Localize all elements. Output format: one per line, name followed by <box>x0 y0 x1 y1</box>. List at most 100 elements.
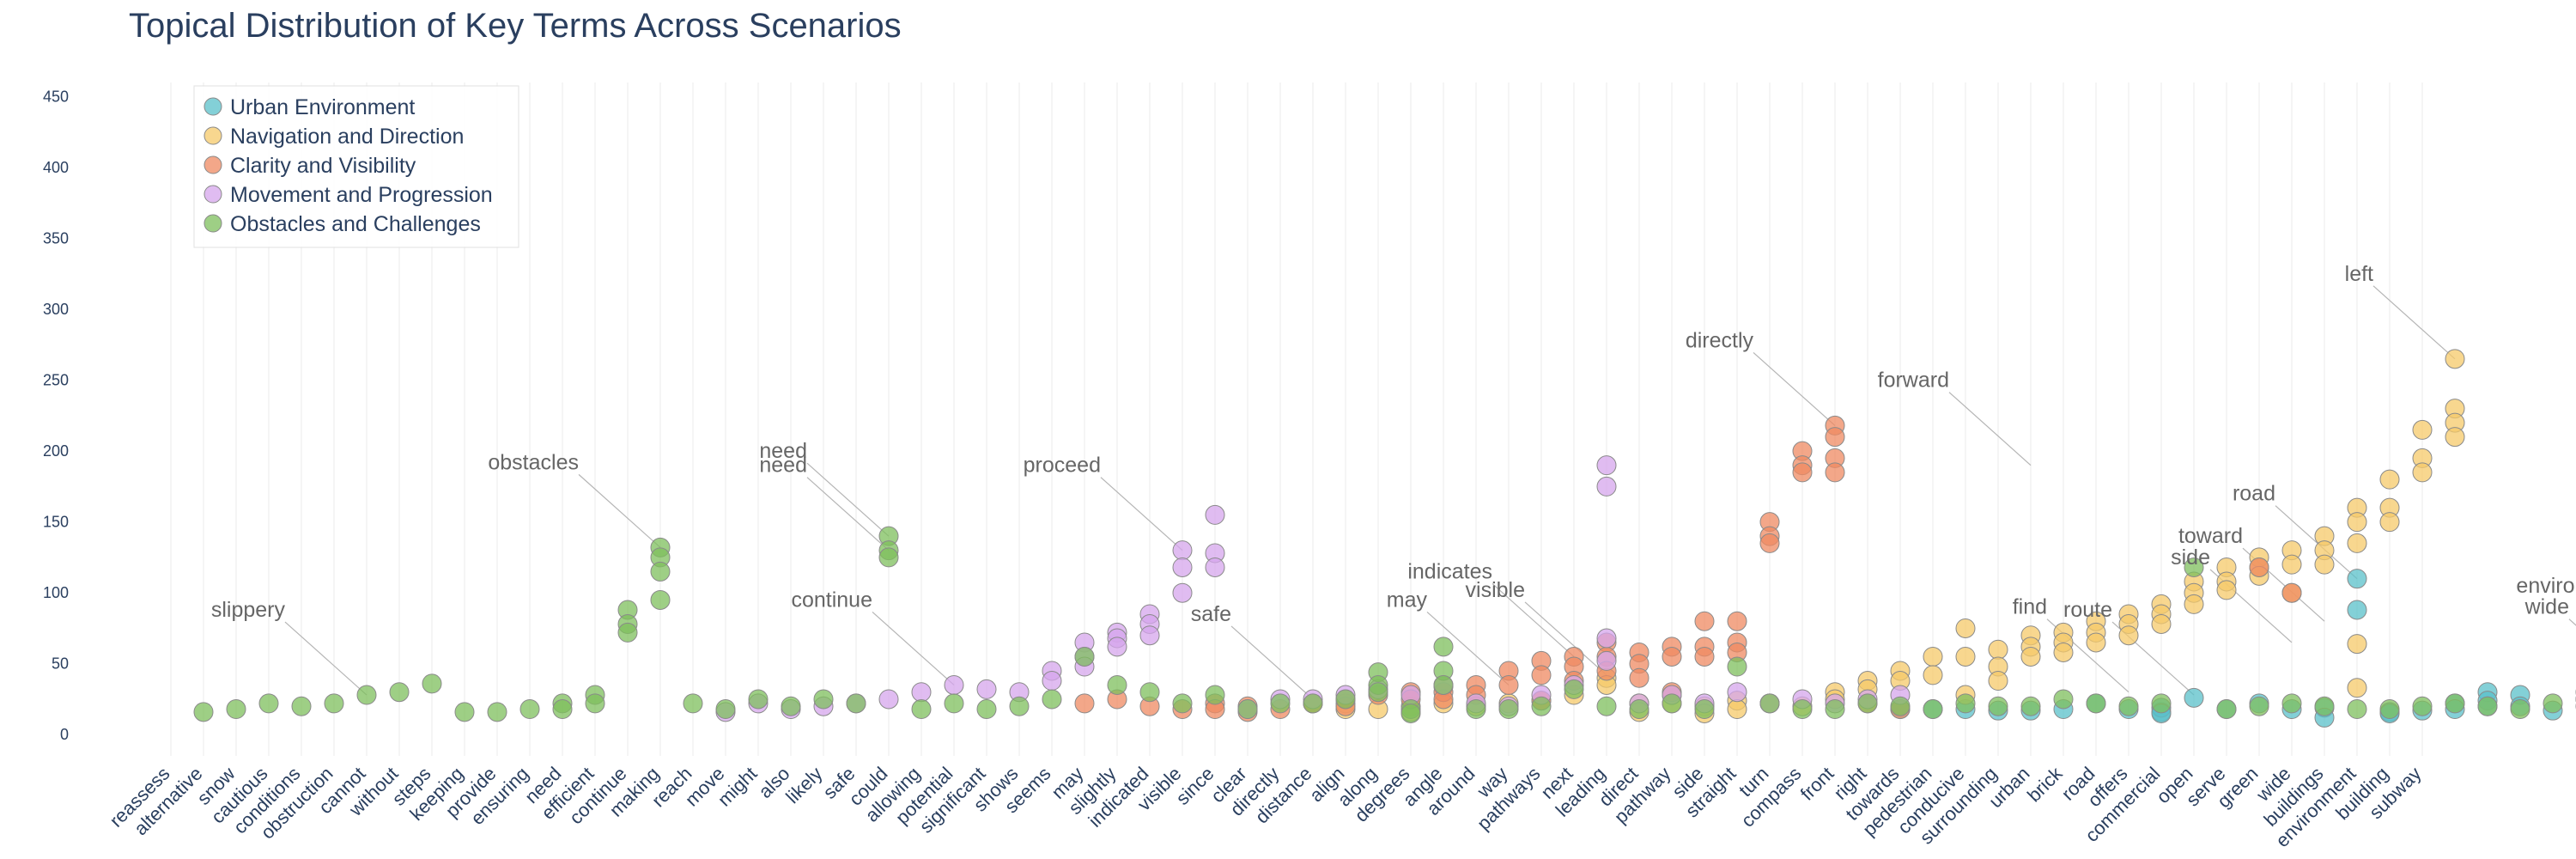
y-tick-label: 350 <box>43 230 69 247</box>
data-point <box>2347 600 2367 620</box>
data-point <box>1074 693 1095 714</box>
data-point <box>519 699 540 720</box>
data-point <box>2216 699 2237 720</box>
annotation-label: wide <box>2524 595 2569 619</box>
data-point <box>1172 582 1193 603</box>
data-point <box>1988 671 2008 691</box>
data-point <box>1825 699 1845 720</box>
data-point <box>1205 557 1225 577</box>
data-point <box>2184 687 2204 708</box>
legend-label: Obstacles and Challenges <box>230 212 481 236</box>
data-point <box>1825 462 1845 483</box>
data-point <box>2379 512 2400 533</box>
annotation-arrow <box>1100 477 1183 551</box>
data-point <box>1172 693 1193 714</box>
annotation-label: directly <box>1686 328 1754 352</box>
data-point <box>2086 693 2106 714</box>
data-point <box>2249 557 2269 577</box>
annotation-label: side <box>2171 545 2210 570</box>
annotation-label: need <box>759 439 807 463</box>
annotation-label: proceed <box>1024 454 1101 478</box>
data-point <box>1172 557 1193 577</box>
data-point <box>2118 625 2139 646</box>
annotation-arrow <box>806 462 890 537</box>
data-point <box>1172 540 1193 561</box>
data-point <box>1498 699 1519 720</box>
data-point <box>2151 614 2172 635</box>
data-point <box>1792 699 1813 720</box>
data-point <box>2151 693 2172 714</box>
series-navigation-and-direction <box>1303 349 2465 723</box>
annotation-label: left <box>2345 262 2373 286</box>
data-point <box>1890 696 1911 716</box>
data-point <box>324 693 344 714</box>
data-point <box>1433 674 1454 695</box>
data-point <box>2543 693 2563 714</box>
data-point <box>1923 699 1943 720</box>
data-point <box>1792 462 1813 483</box>
x-tick-label: pathways <box>1473 763 1544 834</box>
data-point <box>2020 646 2041 667</box>
data-point <box>2314 696 2335 716</box>
data-point <box>1727 699 1747 720</box>
annotation-label: route <box>2063 598 2112 622</box>
data-point <box>2053 689 2074 710</box>
annotation-arrow <box>872 612 955 685</box>
data-point <box>2216 580 2237 600</box>
y-tick-label: 100 <box>43 584 69 601</box>
y-axis: 0 50 100 150 200 250 300 350 400 450 <box>43 88 69 744</box>
data-point <box>2412 462 2433 483</box>
data-point <box>2118 696 2139 716</box>
data-point <box>1727 656 1747 677</box>
annotation-label: safe <box>1191 602 1231 626</box>
annotation-arrow <box>1426 612 1510 685</box>
data-point <box>878 547 899 568</box>
data-point <box>258 693 279 714</box>
series-obstacles-and-challenges <box>193 526 2576 723</box>
data-point <box>1564 679 1584 699</box>
data-point <box>1825 427 1845 448</box>
data-point <box>1205 504 1225 525</box>
data-point <box>1400 703 1421 723</box>
annotation-label: need <box>759 454 807 478</box>
data-point <box>2347 512 2367 533</box>
data-point <box>226 699 246 720</box>
data-point <box>1694 699 1715 720</box>
annotation-arrow <box>1492 583 1575 657</box>
annotation-arrow <box>2275 505 2358 580</box>
data-point <box>2412 419 2433 440</box>
annotation-arrow <box>1948 392 2032 466</box>
data-point <box>1759 693 1780 714</box>
data-point <box>715 699 736 720</box>
annotation-label: find <box>2013 595 2047 619</box>
data-point <box>1923 646 1943 667</box>
data-point <box>1270 693 1291 714</box>
data-point <box>1596 455 1617 476</box>
data-point <box>2314 554 2335 575</box>
data-point <box>846 693 866 714</box>
x-tick-label: brick <box>2023 762 2067 806</box>
annotation-label: visible <box>1466 578 1525 602</box>
data-point <box>650 561 671 582</box>
data-point <box>2053 643 2074 663</box>
annotation-label: road <box>2233 482 2275 506</box>
data-point <box>1694 611 1715 631</box>
legend-label: Navigation and Direction <box>230 125 464 149</box>
data-point <box>1335 689 1356 710</box>
data-point <box>911 682 932 703</box>
legend-label: Urban Environment <box>230 95 415 119</box>
y-tick-label: 150 <box>43 514 69 531</box>
data-point <box>2477 696 2498 716</box>
annotation-arrow <box>1524 601 1607 676</box>
legend-marker <box>204 185 222 204</box>
y-tick-label: 400 <box>43 159 69 176</box>
data-point <box>2347 699 2367 720</box>
data-point <box>1857 693 1878 714</box>
data-point <box>650 589 671 610</box>
data-point <box>1009 696 1030 716</box>
data-point <box>976 679 997 699</box>
data-point <box>1107 674 1127 695</box>
legend-label: Movement and Progression <box>230 183 493 207</box>
y-tick-label: 450 <box>43 88 69 106</box>
